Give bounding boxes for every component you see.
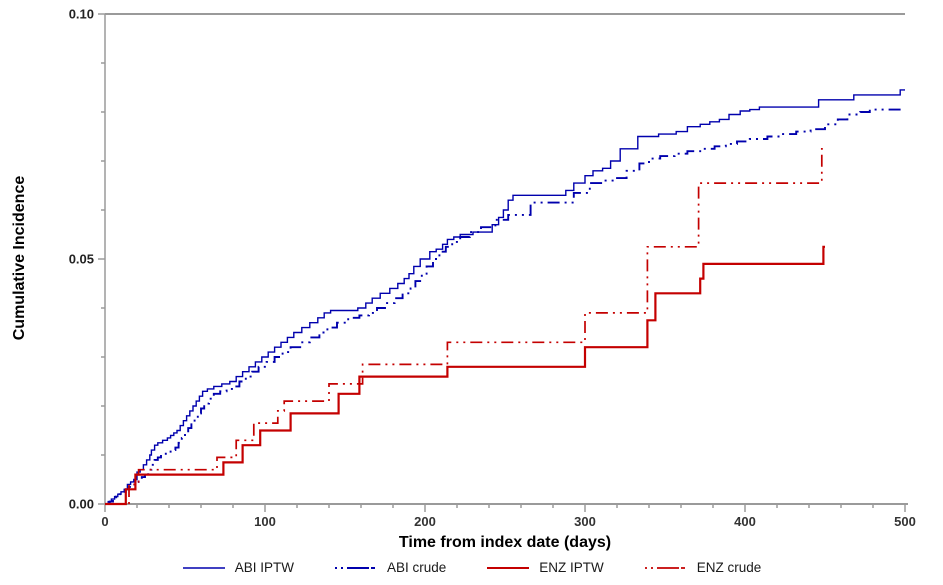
x-tick-label-300: 300 [574, 514, 596, 529]
y-tick-label-0.00: 0.00 [69, 497, 94, 512]
legend-item-abi-crude: ABI crude [334, 560, 446, 575]
legend-item-enz-crude: ENZ crude [644, 560, 762, 575]
legend-label-abi-iptw: ABI IPTW [234, 560, 294, 575]
y-tick-label-0.05: 0.05 [69, 252, 94, 267]
series-path-abi-iptw [105, 89, 905, 505]
y-tick-label-0.10: 0.10 [69, 7, 94, 22]
legend-item-abi-iptw: ABI IPTW [182, 560, 294, 575]
x-tick-label-500: 500 [894, 514, 916, 529]
legend-item-enz-iptw: ENZ IPTW [486, 560, 604, 575]
chart-canvas: 0.00 0.05 0.10 0 100 200 300 400 500 [69, 7, 916, 530]
series-path-abi-crude [105, 108, 905, 505]
legend-line-enz-iptw [487, 566, 530, 569]
x-tick-label-0: 0 [101, 514, 108, 529]
x-tick-label-400: 400 [734, 514, 756, 529]
x-tick-label-100: 100 [254, 514, 276, 529]
legend-label-abi-crude: ABI crude [386, 560, 447, 575]
legend-line-enz-crude [644, 566, 687, 569]
legend-label-enz-iptw: ENZ IPTW [539, 560, 604, 575]
x-tick-label-200: 200 [414, 514, 436, 529]
legend-line-abi-iptw [182, 566, 225, 569]
legend-line-abi-crude [334, 566, 377, 569]
chart-legend: ABI IPTW ABI crude ENZ IPTW ENZ crude [0, 560, 943, 575]
series-path-enz-crude [105, 147, 825, 505]
x-axis-title: Time from index date (days) [398, 534, 612, 551]
legend-label-enz-crude: ENZ crude [696, 560, 762, 575]
series-path-enz-iptw [105, 245, 825, 506]
